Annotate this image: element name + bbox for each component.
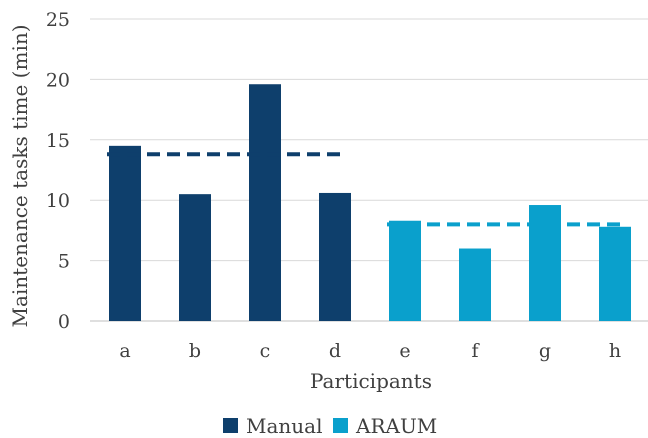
- y-tick-10: 10: [46, 190, 70, 212]
- legend-swatch-araum: [333, 418, 348, 433]
- bar-manual-a: [109, 145, 141, 321]
- bar-araum-e: [389, 220, 421, 321]
- bar-araum-h: [599, 226, 631, 321]
- bar-manual-b: [179, 194, 211, 321]
- x-tick-a: a: [119, 340, 130, 362]
- legend-swatch-manual: [223, 418, 238, 433]
- y-tick-labels: 0 5 10 15 20 25: [46, 9, 70, 333]
- x-tick-g: g: [539, 340, 551, 362]
- x-tick-e: e: [399, 340, 410, 362]
- y-tick-15: 15: [46, 130, 70, 152]
- bar-manual-c: [249, 84, 281, 322]
- gridlines: [90, 18, 648, 322]
- legend: Manual ARAUM: [223, 414, 437, 438]
- y-axis-title: Maintenance tasks time (min): [8, 24, 32, 327]
- y-tick-5: 5: [58, 251, 70, 273]
- legend-label-manual: Manual: [246, 414, 322, 438]
- bar-manual-d: [319, 192, 351, 321]
- x-tick-d: d: [329, 340, 341, 362]
- y-tick-20: 20: [46, 69, 70, 91]
- x-tick-c: c: [260, 340, 271, 362]
- x-axis-title: Participants: [310, 369, 432, 393]
- x-tick-labels: a b c d e f g h: [119, 340, 621, 362]
- x-tick-h: h: [609, 340, 621, 362]
- x-tick-b: b: [189, 340, 201, 362]
- bar-araum-f: [459, 248, 491, 321]
- bars: [109, 84, 631, 322]
- x-tick-f: f: [471, 340, 480, 362]
- y-tick-0: 0: [58, 311, 70, 333]
- y-tick-25: 25: [46, 9, 70, 31]
- legend-label-araum: ARAUM: [355, 414, 437, 438]
